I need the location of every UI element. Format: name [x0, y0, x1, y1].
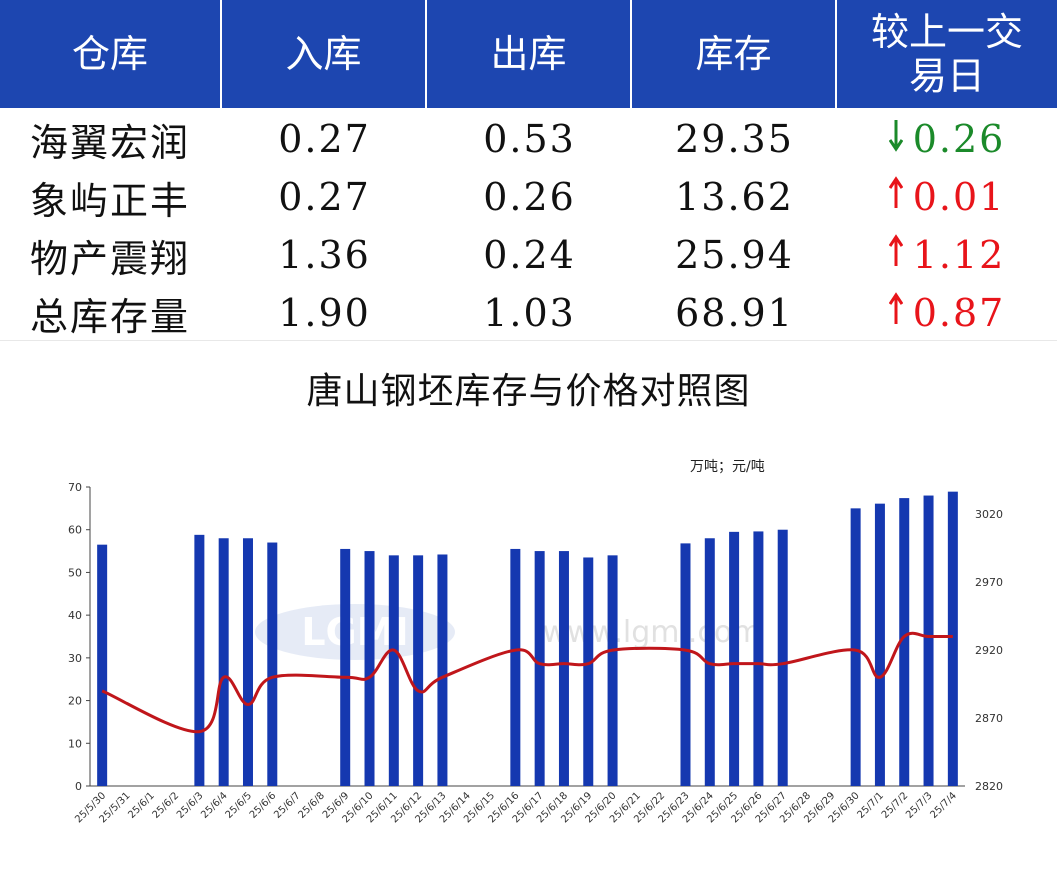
warehouse-name: 象屿正丰	[30, 178, 191, 223]
up-arrow-icon	[888, 175, 903, 219]
table-header: 仓库 入库 出库 库存 较上一交易日	[0, 0, 1057, 108]
header-outbound: 出库	[427, 0, 632, 108]
header-change: 较上一交易日	[870, 10, 1023, 98]
change-cell: 0.01	[837, 168, 1057, 226]
stock-value: 68.91	[675, 291, 794, 335]
outbound-value: 0.24	[483, 233, 576, 277]
outbound-value: 0.53	[483, 117, 576, 161]
table-row: 物产震翔 1.36 0.24 25.94 1.12	[0, 226, 1057, 284]
inbound-value: 1.36	[278, 233, 371, 277]
table-row: 象屿正丰 0.27 0.26 13.62 0.01	[0, 168, 1057, 226]
stock-value: 29.35	[675, 117, 794, 161]
chart-title: 唐山钢坯库存与价格对照图	[306, 371, 751, 412]
table-row: 海翼宏润 0.27 0.53 29.35 0.26	[0, 110, 1057, 168]
warehouse-name: 总库存量	[30, 294, 191, 339]
inbound-value: 0.27	[278, 175, 371, 219]
warehouse-name: 海翼宏润	[30, 120, 191, 165]
change-cell: 1.12	[837, 226, 1057, 284]
change-value: 0.26	[912, 117, 1006, 161]
change-value: 1.12	[912, 233, 1006, 277]
change-cell: 0.26	[837, 110, 1057, 168]
outbound-value: 0.26	[483, 175, 576, 219]
inbound-value: 1.90	[278, 291, 371, 335]
header-inbound: 入库	[222, 0, 427, 108]
inbound-value: 0.27	[278, 117, 371, 161]
table-row: 总库存量 1.90 1.03 68.91 0.87	[0, 284, 1057, 342]
warehouse-name: 物产震翔	[30, 236, 191, 281]
header-stock: 库存	[632, 0, 837, 108]
change-cell: 0.87	[837, 284, 1057, 342]
change-value: 0.87	[912, 291, 1006, 335]
header-warehouse: 仓库	[0, 0, 222, 108]
up-arrow-icon	[888, 291, 903, 335]
outbound-value: 1.03	[483, 291, 576, 335]
change-value: 0.01	[912, 175, 1006, 219]
up-arrow-icon	[888, 233, 903, 277]
chart-area	[0, 340, 1057, 896]
unit-label: 万吨；元/吨	[690, 459, 765, 475]
stock-value: 13.62	[675, 175, 794, 219]
stock-value: 25.94	[675, 233, 794, 277]
down-arrow-icon	[888, 117, 903, 161]
